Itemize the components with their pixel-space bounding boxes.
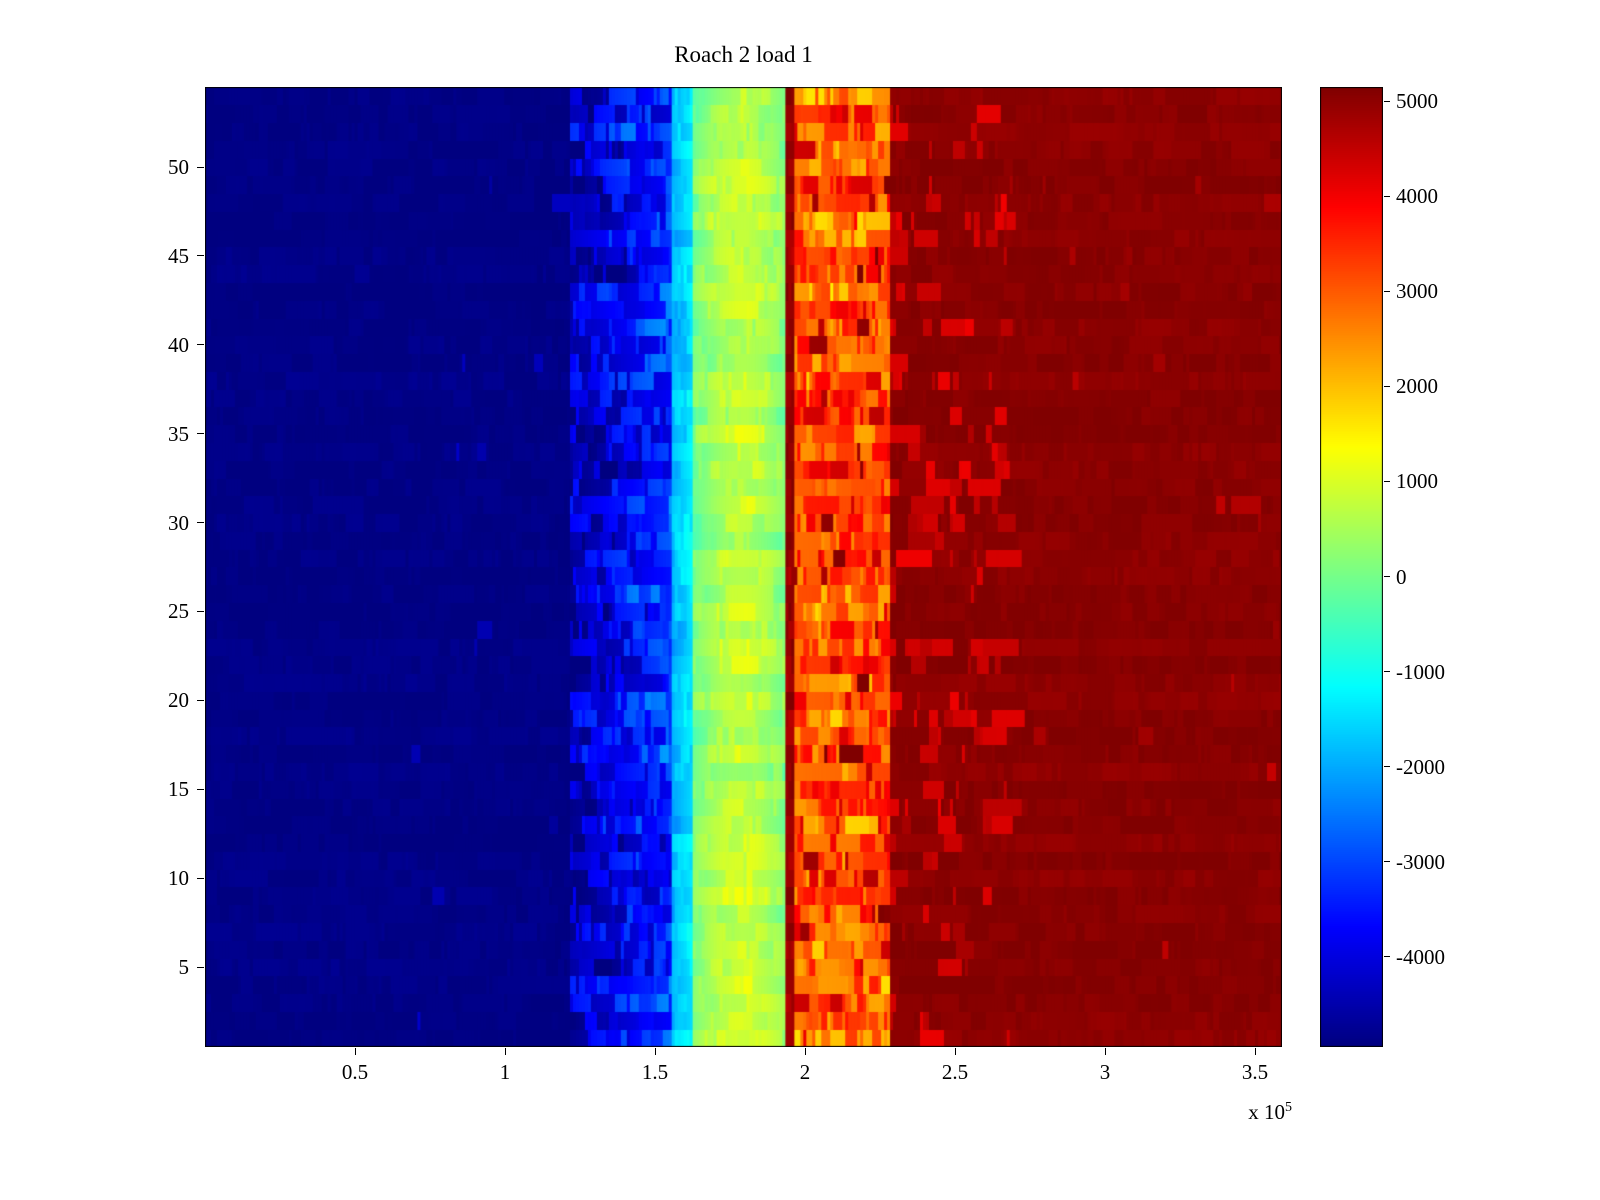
y-tick-mark — [197, 433, 204, 435]
colorbar-tick-mark — [1384, 195, 1390, 197]
y-tick-label: 35 — [168, 421, 189, 446]
x-tick-mark — [804, 1048, 806, 1055]
colorbar-tick-mark — [1384, 576, 1390, 577]
chart-title: Roach 2 load 1 — [674, 42, 813, 67]
x-tick-label: 2 — [799, 1060, 811, 1084]
x-tick-mark — [504, 1048, 506, 1055]
x-tick-mark — [1254, 1048, 1256, 1055]
offset-prefix: x 10 — [1248, 1100, 1285, 1124]
x-tick-mark — [954, 1048, 956, 1055]
y-tick-mark — [197, 344, 204, 346]
y-tick-label: 5 — [178, 955, 190, 979]
x-tick-mark — [1104, 1048, 1106, 1055]
colorbar-tick-mark — [1384, 956, 1390, 958]
colorbar-tick-mark — [1384, 480, 1390, 482]
colorbar-tick-label: -2000 — [1396, 754, 1445, 779]
colorbar-tick-mark — [1384, 100, 1390, 102]
colorbar-tick-label: 2000 — [1396, 374, 1438, 399]
y-tick-label: 50 — [168, 155, 189, 179]
colorbar-tick-label: -4000 — [1396, 944, 1445, 969]
colorbar — [1320, 87, 1383, 1047]
offset-exponent: 5 — [1285, 1100, 1292, 1115]
y-tick-label: 45 — [168, 243, 189, 268]
colorbar-tick-mark — [1384, 671, 1390, 673]
y-tick-mark — [197, 166, 204, 168]
x-tick-label: 2.5 — [941, 1060, 969, 1084]
y-tick-label: 20 — [168, 688, 189, 713]
y-tick-label: 25 — [168, 599, 189, 624]
y-tick-mark — [197, 966, 204, 968]
colorbar-tick-label: -1000 — [1396, 659, 1445, 684]
colorbar-tick-label: 1000 — [1396, 469, 1438, 494]
colorbar-tick-mark — [1384, 290, 1390, 292]
x-tick-mark — [654, 1048, 656, 1055]
colorbar-tick-label: 3000 — [1396, 279, 1438, 304]
colorbar-tick-label: 4000 — [1396, 184, 1438, 209]
y-tick-label: 40 — [168, 332, 189, 357]
y-tick-label: 10 — [168, 866, 189, 891]
x-tick-label: 3 — [1099, 1060, 1111, 1084]
colorbar-tick-label: 5000 — [1396, 89, 1438, 114]
colorbar-tick-mark — [1384, 766, 1390, 768]
y-tick-mark — [197, 699, 204, 701]
x-tick-label: 0.5 — [341, 1060, 369, 1084]
x-tick-label: 1.5 — [641, 1060, 669, 1084]
y-tick-mark — [197, 788, 204, 790]
y-tick-label: 15 — [168, 777, 189, 802]
y-tick-mark — [197, 877, 204, 879]
colorbar-tick-label: -3000 — [1396, 849, 1445, 874]
y-tick-mark — [197, 522, 204, 524]
y-tick-mark — [197, 610, 204, 612]
x-tick-mark — [354, 1048, 356, 1055]
y-tick-mark — [197, 255, 204, 257]
colorbar-tick-mark — [1384, 385, 1390, 387]
y-tick-label: 30 — [168, 510, 189, 535]
colorbar-tick-label: 0 — [1396, 564, 1407, 589]
x-tick-label: 1 — [499, 1060, 511, 1084]
colorbar-tick-mark — [1384, 861, 1390, 863]
x-axis-offset-label: x 105 — [1182, 1100, 1292, 1125]
heatmap-canvas — [205, 87, 1282, 1047]
x-tick-label: 3.5 — [1241, 1060, 1269, 1084]
